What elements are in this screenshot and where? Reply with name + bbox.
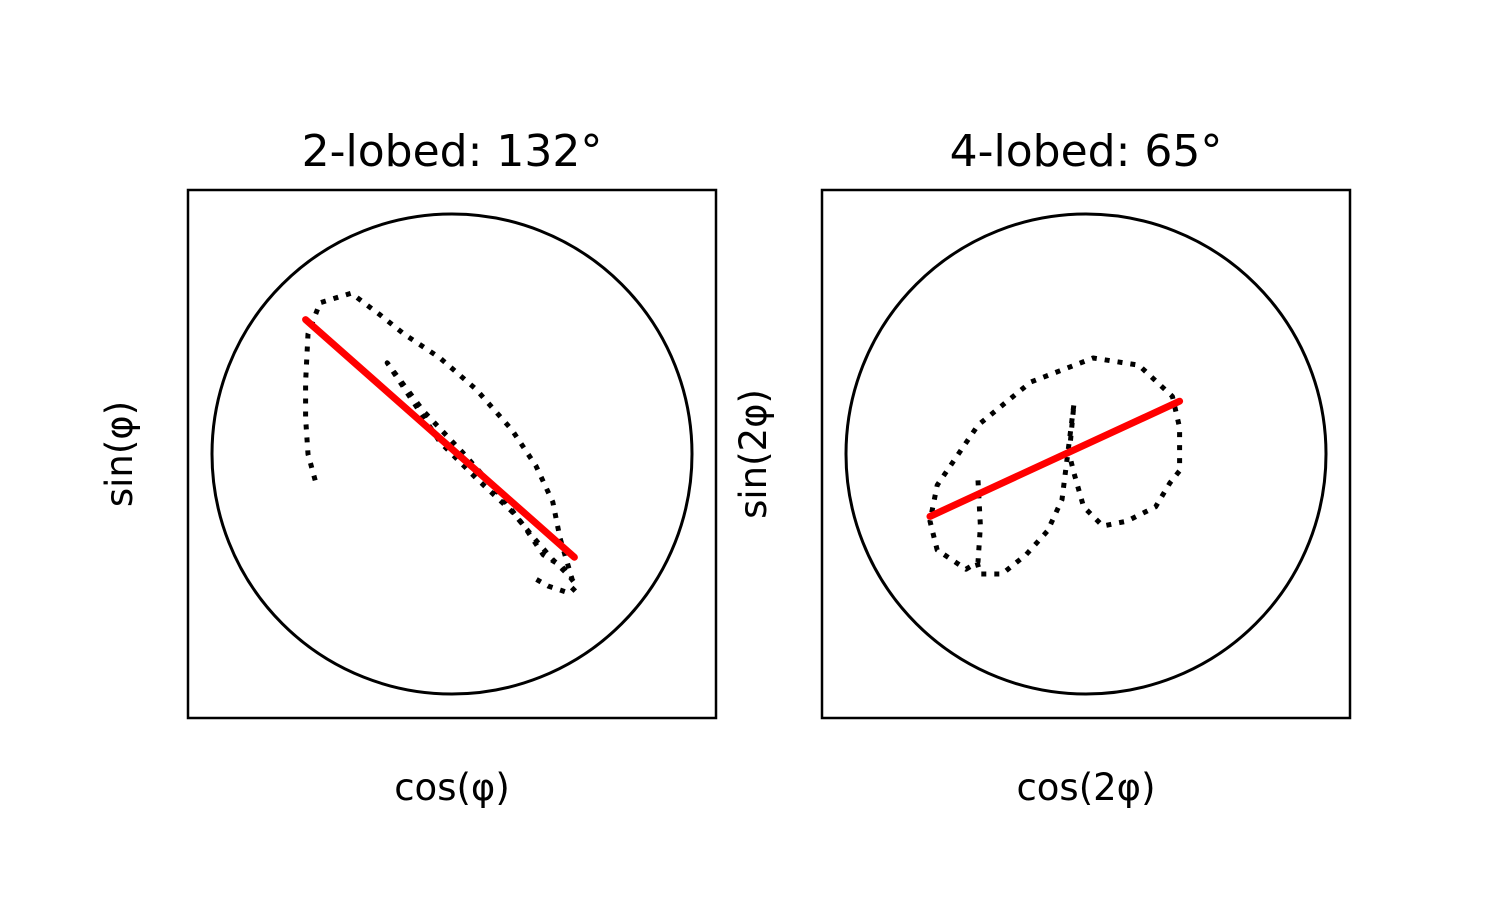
panel-2-lobed: 2-lobed: 132° cos(φ) sin(φ) <box>98 126 718 809</box>
trajectory-dotted-line <box>927 355 1183 577</box>
x-axis-label: cos(φ) <box>394 766 510 809</box>
plot-area <box>210 212 694 696</box>
y-axis-label: sin(2φ) <box>732 389 775 519</box>
trajectory-dotted-line <box>303 290 580 596</box>
y-axis-label: sin(φ) <box>98 401 141 507</box>
panel-title: 4-lobed: 65° <box>950 126 1223 177</box>
axes-frame <box>820 188 1352 720</box>
reference-circle <box>844 212 1328 696</box>
fit-axis-line <box>926 397 1184 520</box>
panel-4-lobed: 4-lobed: 65° cos(2φ) sin(2φ) <box>732 126 1352 809</box>
x-axis-label: cos(2φ) <box>1016 766 1155 809</box>
plot-area <box>844 212 1328 696</box>
panel-title: 2-lobed: 132° <box>302 126 603 177</box>
reference-circle <box>210 212 694 696</box>
fit-axis-line <box>302 316 578 561</box>
axes-frame <box>186 188 718 720</box>
